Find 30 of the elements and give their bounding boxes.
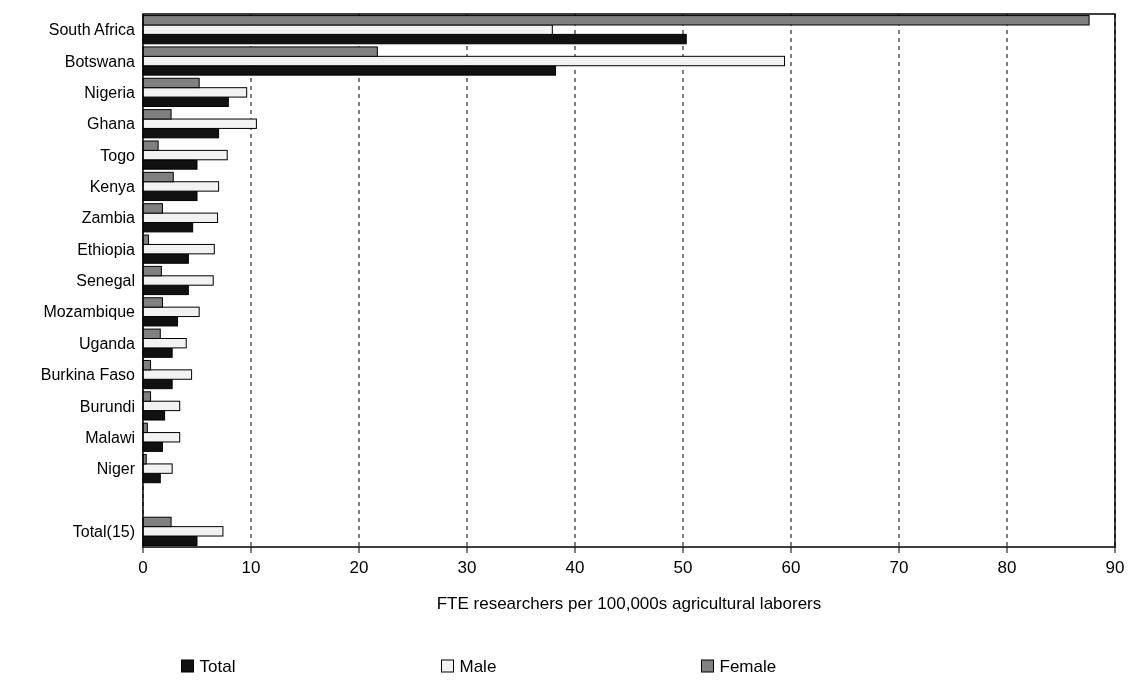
y-tick-label: Togo xyxy=(100,146,136,164)
legend-label: Female xyxy=(719,657,777,676)
x-tick-label: 50 xyxy=(673,558,693,577)
x-tick-label: 60 xyxy=(781,558,801,577)
y-tick-label: Mozambique xyxy=(43,303,136,321)
y-tick-label: Ethiopia xyxy=(77,240,136,258)
y-tick-label: Burundi xyxy=(79,397,135,415)
y-tick-label: South Africa xyxy=(48,21,136,39)
x-tick-label: 20 xyxy=(349,558,369,577)
y-tick-label: Botswana xyxy=(64,52,136,70)
x-tick-label: 80 xyxy=(997,558,1017,577)
y-tick-label: Burkina Faso xyxy=(40,366,136,384)
x-tick-label: 40 xyxy=(565,558,585,577)
x-axis-title: FTE researchers per 100,000s agricultural laborers xyxy=(436,594,822,613)
y-tick-label: Ghana xyxy=(86,115,136,133)
x-tick-label: 0 xyxy=(138,558,148,577)
x-tick-label: 90 xyxy=(1105,558,1125,577)
x-tick-label: 30 xyxy=(457,558,477,577)
y-tick-label: Kenya xyxy=(89,178,136,196)
legend-label: Male xyxy=(459,657,497,676)
y-tick-label: Senegal xyxy=(76,272,135,290)
y-tick-label: Niger xyxy=(96,460,136,478)
y-tick-label: Nigeria xyxy=(84,83,136,101)
y-tick-label: Uganda xyxy=(78,334,136,352)
x-tick-label: 70 xyxy=(889,558,909,577)
y-tick-label: Zambia xyxy=(81,209,136,227)
x-tick-label: 10 xyxy=(241,558,261,577)
y-tick-label: Malawi xyxy=(85,428,135,446)
legend-label: Total xyxy=(199,657,236,676)
y-tick-label: Total(15) xyxy=(72,522,135,540)
